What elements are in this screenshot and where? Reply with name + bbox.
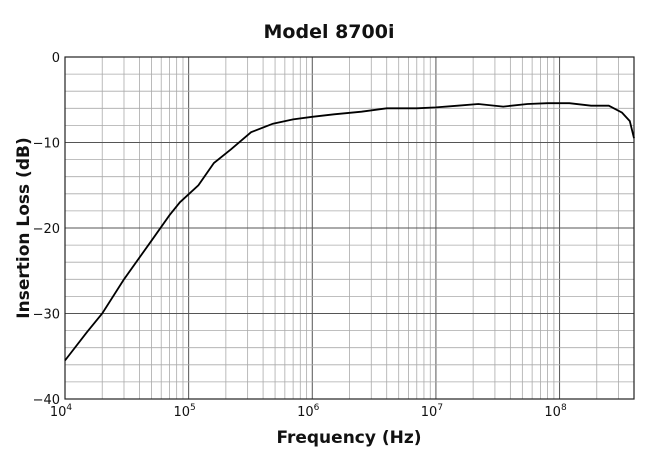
series-layer	[64, 102, 635, 362]
y-tick-label: −20	[33, 222, 60, 237]
y-tick-label: −40	[33, 393, 60, 408]
y-tick-labels: 0 −10 −20 −30 −40	[33, 51, 60, 408]
x-tick-label: 106	[297, 403, 320, 420]
y-tick-label: 0	[52, 51, 60, 66]
x-tick-label: 105	[173, 403, 195, 420]
series-line-insertion-loss	[64, 102, 635, 362]
y-tick-label: −10	[33, 137, 60, 152]
x-tick-label: 104	[50, 403, 73, 420]
y-axis-label: Insertion Loss (dB)	[14, 137, 34, 318]
x-axis-label: Frequency (Hz)	[276, 428, 421, 448]
grid	[64, 56, 635, 400]
x-tick-labels: 104 105 106 107 108	[50, 403, 567, 420]
chart-title: Model 8700i	[264, 21, 395, 43]
y-tick-label: −30	[33, 308, 60, 323]
plot-frame	[64, 56, 635, 400]
x-tick-label: 107	[421, 403, 443, 420]
x-tick-label: 108	[544, 403, 567, 420]
